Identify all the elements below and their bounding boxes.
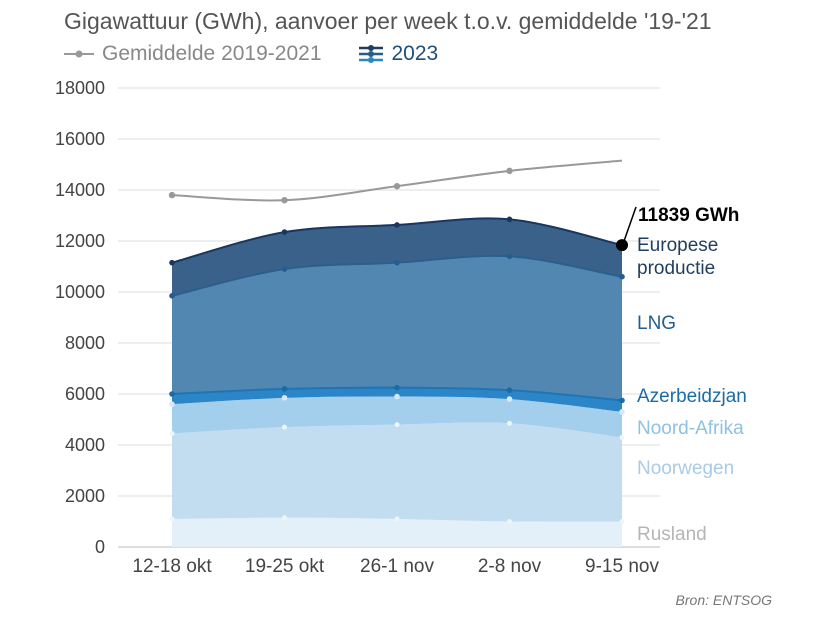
data-point [169, 516, 175, 522]
y-tick-label: 0 [95, 537, 105, 557]
data-point [169, 431, 175, 437]
stacked-areas [172, 218, 622, 547]
y-tick-label: 4000 [65, 435, 105, 455]
legend: Gemiddelde 2019-2021 2023 [64, 42, 474, 66]
area-azerbeidzjan [172, 387, 622, 412]
data-point [394, 516, 400, 522]
average-line [171, 159, 623, 202]
average-point [281, 197, 288, 204]
annotation-leader [623, 206, 637, 242]
y-tick-label: 8000 [65, 333, 105, 353]
average-point [393, 182, 401, 190]
area-europese-productie [172, 218, 622, 296]
annotation-label: 11839 GWh [638, 205, 739, 226]
series-label: Noorwegen [637, 458, 734, 479]
average-point [506, 167, 513, 175]
data-point [169, 391, 175, 397]
data-point [394, 384, 400, 391]
x-tick-label: 2-8 nov [478, 556, 542, 577]
chart-title: Gigawattuur (GWh), aanvoer per week t.o.… [64, 8, 712, 34]
data-point [619, 273, 625, 280]
data-point [281, 229, 288, 235]
data-point [394, 422, 400, 428]
data-point [394, 222, 400, 228]
x-tick-label: 9-15 nov [585, 556, 659, 577]
x-tick-label: 26-1 nov [360, 556, 434, 577]
series-label: Azerbeidzjan [637, 386, 747, 407]
data-point [394, 393, 400, 400]
total-marker [616, 239, 628, 252]
stacked-lines-icon [358, 45, 383, 63]
data-point [169, 401, 175, 408]
series-label: productie [637, 258, 715, 279]
area-rusland [172, 517, 622, 547]
x-tick-label: 19-25 okt [245, 556, 325, 577]
area-noorwegen [172, 422, 622, 522]
y-tick-label: 12000 [55, 231, 105, 251]
area-lng [172, 255, 622, 401]
y-tick-label: 16000 [55, 129, 105, 149]
data-point [281, 266, 288, 272]
source-note: Bron: ENTSOG [675, 592, 772, 608]
data-points [168, 167, 637, 524]
data-point [506, 387, 513, 393]
data-point [282, 424, 287, 430]
legend-label-average: Gemiddelde 2019-2021 [102, 42, 322, 65]
series-label: LNG [637, 313, 676, 334]
legend-item-2023: 2023 [358, 42, 439, 66]
average-point [168, 191, 176, 199]
series-label: Rusland [637, 524, 707, 545]
line-dot-icon [64, 50, 94, 58]
data-point [619, 519, 625, 524]
data-point [169, 293, 175, 299]
x-tick-label: 12-18 okt [132, 556, 212, 577]
y-tick-label: 18000 [55, 78, 105, 98]
data-point [619, 434, 625, 440]
data-point [619, 397, 625, 404]
data-point [282, 515, 287, 521]
y-tick-label: 10000 [55, 282, 105, 302]
labels: 0 2000 4000 6000 8000 10000 12000 14000 16000 180… [55, 78, 747, 577]
legend-label-2023: 2023 [391, 42, 439, 65]
y-tick-label: 6000 [65, 384, 105, 404]
y-tick-label: 14000 [55, 180, 105, 200]
data-point [506, 396, 513, 402]
data-point [169, 259, 175, 266]
data-point [619, 409, 625, 415]
y-tick-label: 2000 [65, 486, 105, 506]
data-point [507, 519, 512, 524]
data-point [394, 259, 400, 266]
data-point [281, 395, 288, 401]
series-label: Europese [637, 235, 718, 256]
series-label: Noord-Afrika [637, 418, 744, 439]
data-point [507, 420, 512, 426]
legend-item-average: Gemiddelde 2019-2021 [64, 42, 322, 66]
data-point [506, 253, 513, 260]
data-point [506, 216, 513, 223]
data-point [281, 386, 288, 392]
